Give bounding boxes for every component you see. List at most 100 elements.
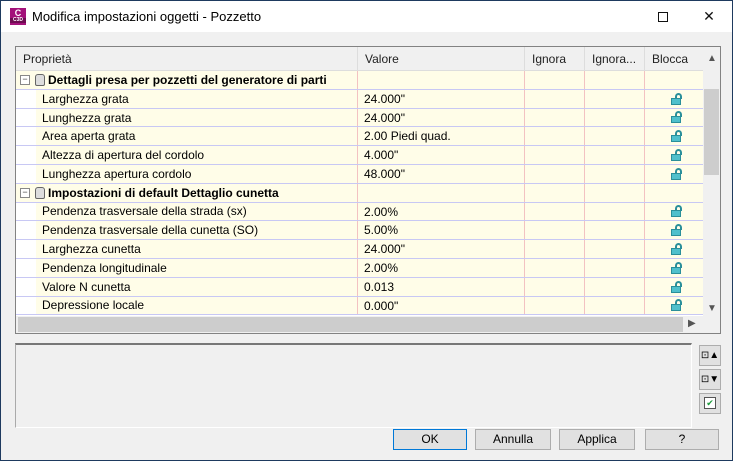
override-cell[interactable] — [525, 277, 585, 296]
unlocked-icon[interactable] — [671, 205, 683, 218]
lock-cell[interactable] — [645, 259, 703, 277]
lock-cell[interactable] — [645, 90, 703, 108]
override-cell[interactable] — [525, 164, 585, 183]
property-value[interactable]: 4.000" — [358, 146, 525, 164]
lock-cell[interactable] — [645, 165, 703, 183]
property-row[interactable]: Valore N cunetta 0.013 — [16, 277, 703, 297]
lock-cell[interactable] — [645, 240, 703, 258]
window-title: Modifica impostazioni oggetti - Pozzetto — [32, 9, 262, 24]
column-header-property[interactable]: Proprietà — [16, 47, 358, 70]
ok-button[interactable]: OK — [393, 429, 467, 450]
lock-cell[interactable] — [645, 221, 703, 239]
unlocked-icon[interactable] — [671, 167, 683, 180]
expand-all-button[interactable]: ⊡▼ — [699, 369, 721, 390]
property-value[interactable]: 24.000" — [358, 108, 525, 127]
collapse-toggle-icon[interactable]: − — [20, 74, 30, 85]
property-row[interactable]: Lunghezza apertura cordolo 48.000" — [16, 164, 703, 184]
override-cell[interactable] — [525, 202, 585, 221]
property-row[interactable]: Larghezza grata 24.000" — [16, 89, 703, 109]
description-pane — [15, 343, 692, 428]
override-cell-2[interactable] — [585, 164, 645, 183]
override-cell[interactable] — [525, 258, 585, 277]
property-row[interactable]: Pendenza trasversale della cunetta (SO) 5… — [16, 221, 703, 241]
scroll-up-icon[interactable]: ▲ — [707, 53, 717, 64]
override-cell[interactable] — [525, 146, 585, 164]
override-cell[interactable] — [525, 240, 585, 258]
property-name: Pendenza longitudinale — [42, 260, 167, 275]
lock-cell[interactable] — [645, 127, 703, 145]
override-cell-2[interactable] — [585, 240, 645, 258]
part-icon — [35, 186, 45, 199]
lock-cell[interactable] — [645, 278, 703, 296]
grid-header: Proprietà Valore Ignora Ignora... Blocca — [16, 47, 703, 71]
horizontal-scroll-thumb[interactable] — [18, 317, 683, 332]
lock-cell[interactable] — [645, 297, 703, 315]
column-header-override-2[interactable]: Ignora... — [585, 47, 645, 70]
unlocked-icon[interactable] — [671, 149, 683, 162]
vertical-scroll-thumb[interactable] — [704, 89, 719, 175]
checkmark-icon: ✔ — [704, 397, 716, 409]
property-row[interactable]: Depressione locale 0.000" — [16, 296, 703, 316]
override-cell-2[interactable] — [585, 108, 645, 127]
group-row[interactable]: − Dettagli presa per pozzetti del generat… — [16, 71, 703, 90]
property-value[interactable]: 2.00% — [358, 202, 525, 221]
unlocked-icon[interactable] — [671, 261, 683, 274]
vertical-scrollbar[interactable]: ▲ ▼ — [703, 47, 720, 317]
lock-cell[interactable] — [645, 203, 703, 221]
unlocked-icon[interactable] — [671, 280, 683, 293]
property-row[interactable]: Larghezza cunetta 24.000" — [16, 240, 703, 259]
property-row[interactable]: Pendenza longitudinale 2.00% — [16, 258, 703, 278]
override-cell[interactable] — [525, 296, 585, 315]
help-button[interactable]: ? — [645, 429, 719, 450]
scroll-right-icon[interactable]: ▶ — [688, 318, 696, 329]
override-cell[interactable] — [525, 127, 585, 146]
collapse-all-button[interactable]: ⊡▲ — [699, 345, 721, 366]
close-button[interactable]: ✕ — [686, 1, 732, 32]
property-value[interactable]: 2.00 Piedi quad. — [358, 127, 525, 146]
lock-cell[interactable] — [645, 146, 703, 164]
collapse-toggle-icon[interactable]: − — [20, 187, 30, 198]
override-cell[interactable] — [525, 89, 585, 108]
property-value[interactable]: 2.00% — [358, 258, 525, 277]
maximize-icon — [658, 11, 668, 22]
override-cell-2[interactable] — [585, 296, 645, 315]
check-button[interactable]: ✔ — [699, 393, 721, 414]
unlocked-icon[interactable] — [671, 299, 683, 312]
override-cell-2[interactable] — [585, 146, 645, 164]
apply-button[interactable]: Applica — [559, 429, 635, 450]
property-value[interactable]: 24.000" — [358, 89, 525, 108]
property-value[interactable]: 0.000" — [358, 296, 525, 315]
unlocked-icon[interactable] — [671, 243, 683, 256]
column-header-value[interactable]: Valore — [358, 47, 525, 70]
property-name: Larghezza cunetta — [42, 242, 141, 257]
property-row[interactable]: Lunghezza grata 24.000" — [16, 108, 703, 128]
property-value[interactable]: 5.00% — [358, 221, 525, 240]
property-value[interactable]: 0.013 — [358, 277, 525, 296]
override-cell-2[interactable] — [585, 127, 645, 146]
override-cell[interactable] — [525, 108, 585, 127]
horizontal-scrollbar[interactable]: ▶ — [16, 316, 720, 333]
property-value[interactable]: 48.000" — [358, 164, 525, 183]
property-row[interactable]: Altezza di apertura del cordolo 4.000" — [16, 146, 703, 165]
column-header-override[interactable]: Ignora — [525, 47, 585, 70]
column-header-lock[interactable]: Blocca — [652, 52, 689, 66]
unlocked-icon[interactable] — [671, 111, 683, 124]
override-cell-2[interactable] — [585, 89, 645, 108]
lock-cell[interactable] — [645, 109, 703, 127]
maximize-button[interactable] — [640, 1, 686, 32]
override-cell-2[interactable] — [585, 277, 645, 296]
property-name: Pendenza trasversale della strada (sx) — [42, 204, 247, 219]
unlocked-icon[interactable] — [671, 92, 683, 105]
cancel-button[interactable]: Annulla — [475, 429, 551, 450]
property-value[interactable]: 24.000" — [358, 240, 525, 258]
override-cell[interactable] — [525, 221, 585, 240]
property-row[interactable]: Pendenza trasversale della strada (sx) 2.… — [16, 202, 703, 222]
scroll-down-icon[interactable]: ▼ — [707, 303, 717, 314]
override-cell-2[interactable] — [585, 221, 645, 240]
unlocked-icon[interactable] — [671, 224, 683, 237]
override-cell-2[interactable] — [585, 202, 645, 221]
override-cell-2[interactable] — [585, 258, 645, 277]
unlocked-icon[interactable] — [671, 130, 683, 143]
group-row[interactable]: − Impostazioni di default Dettaglio cunet… — [16, 183, 703, 203]
property-row[interactable]: Area aperta grata 2.00 Piedi quad. — [16, 127, 703, 147]
